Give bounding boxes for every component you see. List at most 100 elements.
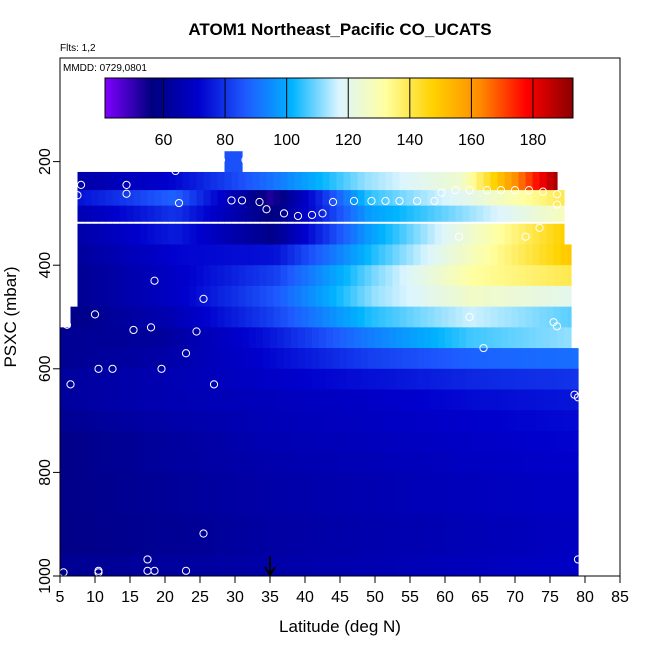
heat-cell — [329, 285, 338, 308]
heat-cell — [287, 223, 296, 246]
heat-cell — [364, 285, 373, 308]
heat-cell — [347, 368, 355, 391]
heat-cell — [308, 171, 317, 194]
heat-cell — [182, 265, 191, 287]
heat-cell — [462, 171, 471, 194]
heat-cell — [322, 171, 331, 194]
colorbar-tick-label-0: 60 — [155, 132, 173, 149]
heat-cell — [175, 244, 184, 266]
heat-cell — [84, 223, 93, 246]
heat-cell — [368, 327, 376, 349]
heat-cell — [196, 244, 205, 266]
heat-cell — [298, 327, 306, 349]
x-axis-label: Latitude (deg N) — [279, 617, 401, 636]
heat-cell — [319, 348, 327, 370]
heat-cell — [494, 410, 502, 432]
heat-cell — [158, 327, 166, 349]
heat-cell — [445, 513, 453, 536]
heat-cell — [116, 555, 124, 576]
heat-cell — [168, 285, 177, 308]
heat-cell — [60, 368, 68, 391]
heat-cell — [60, 472, 68, 494]
heat-cell — [130, 451, 138, 473]
heat-cell — [497, 285, 506, 308]
heat-cell — [501, 368, 509, 391]
heat-cell — [263, 451, 271, 473]
observation-point — [454, 232, 464, 241]
heat-cell — [501, 555, 509, 576]
heat-cell — [357, 265, 366, 287]
heat-cell — [119, 265, 128, 287]
heat-cell — [217, 244, 226, 266]
heat-cell — [112, 171, 121, 194]
heat-cell — [88, 368, 96, 391]
heat-cell — [301, 306, 310, 328]
heat-cell — [95, 513, 103, 536]
heat-cell — [305, 451, 313, 473]
heat-cell — [105, 244, 114, 266]
heat-cell — [340, 451, 348, 473]
heat-cell — [175, 285, 184, 308]
x-tick-label-14: 75 — [541, 589, 559, 606]
heat-cell — [277, 493, 285, 515]
heat-cell — [165, 513, 173, 536]
heat-cell — [91, 244, 100, 266]
heat-cell — [438, 555, 446, 576]
heat-cell — [140, 244, 149, 266]
heat-cell — [368, 451, 376, 473]
heat-cell — [550, 368, 558, 391]
heat-cell — [532, 205, 541, 222]
heat-cell — [161, 306, 170, 328]
heat-cell — [480, 368, 488, 391]
heat-cell — [203, 265, 212, 287]
heat-cell — [466, 451, 474, 473]
heat-cell — [473, 410, 481, 432]
heat-cell — [361, 451, 369, 473]
heat-cell — [147, 205, 156, 222]
heat-cell — [284, 555, 292, 576]
heat-cell — [417, 472, 425, 494]
heat-cell — [508, 410, 516, 432]
heat-cell — [119, 285, 128, 308]
heat-cell — [123, 555, 131, 576]
heat-cell — [217, 205, 226, 222]
heat-cell — [420, 306, 429, 328]
heat-cell — [455, 205, 464, 222]
heat-cell — [172, 555, 180, 576]
heat-cell — [487, 555, 495, 576]
heat-cell — [340, 472, 348, 494]
heat-cell — [172, 410, 180, 432]
heat-cell — [424, 389, 432, 411]
heat-cell — [515, 451, 523, 473]
heat-cell — [182, 244, 191, 266]
heat-cell — [186, 368, 194, 391]
heat-cell — [389, 389, 397, 411]
heat-cell — [378, 306, 387, 328]
heat-cell — [210, 244, 219, 266]
colorbar-tick-label-6: 180 — [520, 132, 547, 149]
heat-cell — [424, 430, 432, 453]
x-tick-label-11: 60 — [436, 589, 454, 606]
heat-cell — [200, 534, 208, 556]
heat-cell — [438, 389, 446, 411]
heat-cell — [235, 451, 243, 473]
heat-cell — [476, 265, 485, 287]
heat-cell — [494, 430, 502, 453]
heat-cell — [403, 389, 411, 411]
heat-cell — [504, 306, 513, 328]
heat-cell — [354, 410, 362, 432]
heat-cell — [431, 389, 439, 411]
heat-cell — [536, 472, 544, 494]
heat-cell — [452, 513, 460, 536]
heat-cell — [203, 223, 212, 246]
heat-cell — [473, 430, 481, 453]
heat-cell — [518, 306, 527, 328]
heat-cell — [221, 368, 229, 391]
heat-cell — [483, 205, 492, 222]
heat-cell — [553, 306, 562, 328]
heat-cell — [102, 430, 110, 453]
heat-cell — [385, 223, 394, 246]
heat-cell — [378, 244, 387, 266]
heat-cell — [238, 285, 247, 308]
heat-cell — [539, 244, 548, 266]
